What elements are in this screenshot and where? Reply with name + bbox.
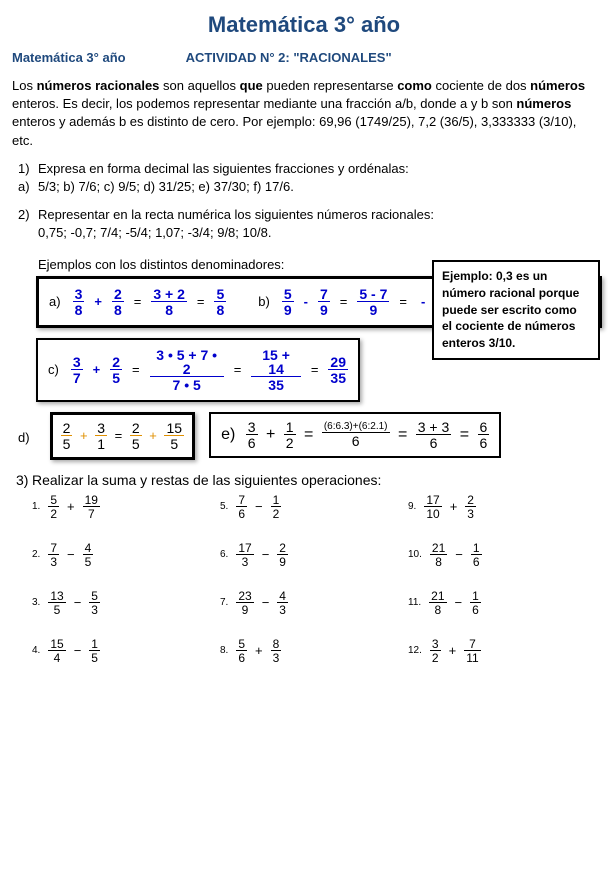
q2-number: 2) [18, 206, 38, 224]
label-c: c) [48, 362, 59, 377]
exercise-item: 9.1710+23 [408, 494, 596, 520]
label-b: b) [258, 294, 270, 309]
label-d: d) [18, 430, 30, 445]
equation-e: e) 36 + 12 = (6:6.3)+(6:2.1)6 = 3 + 36 =… [209, 412, 501, 458]
intro-paragraph: Los números racionales son aquellos que … [12, 77, 596, 150]
exercise-item: 11.218−16 [408, 590, 596, 616]
exercise-item: 3.135−53 [32, 590, 220, 616]
exercise-item: 5.76−12 [220, 494, 408, 520]
exercise-item: 6.173−29 [220, 542, 408, 568]
q1-number: 1) [18, 160, 38, 178]
question-2: 2)Representar en la recta numérica los s… [38, 206, 596, 242]
q1-text: Expresa en forma decimal las siguientes … [38, 161, 409, 176]
exercise-item: 1.52+197 [32, 494, 220, 520]
exercise-item: 2.73−45 [32, 542, 220, 568]
equation-d: 25 + 31 = 25 + 155 [50, 412, 196, 460]
page-title: Matemática 3° año [12, 12, 596, 38]
label-a: a) [49, 294, 61, 309]
subtitle-row: Matemática 3° año ACTIVIDAD N° 2: "RACIO… [12, 50, 596, 65]
q2-text: Representar en la recta numérica los sig… [38, 207, 434, 222]
q3-text: Realizar la suma y restas de las siguien… [32, 472, 381, 488]
q1a-text: 5/3; b) 7/6; c) 9/5; d) 31/25; e) 37/30;… [38, 179, 294, 194]
exercise-grid: 1.52+1975.76−129.1710+232.73−456.173−291… [32, 494, 596, 664]
question-3: 3)Realizar la suma y restas de las sigui… [32, 472, 596, 488]
question-1: 1)Expresa en forma decimal las siguiente… [38, 160, 596, 196]
exercise-item: 7.239−43 [220, 590, 408, 616]
subtitle-right: ACTIVIDAD N° 2: "RACIONALES" [186, 50, 392, 65]
exercise-item: 4.154−15 [32, 638, 220, 664]
exercise-item: 10.218−16 [408, 542, 596, 568]
label-e: e) [221, 426, 235, 443]
equation-c: c) 37 + 25 = 3 • 5 + 7 • 27 • 5 = 15 + 1… [36, 338, 360, 402]
exercise-item: 8.56+83 [220, 638, 408, 664]
q2a-text: 0,75; -0,7; 7/4; -5/4; 1,07; -3/4; 9/8; … [38, 225, 271, 240]
subtitle-left: Matemática 3° año [12, 50, 126, 65]
q1a-letter: a) [18, 178, 38, 196]
example-note: Ejemplo: 0,3 es un número racional porqu… [432, 260, 600, 360]
equation-de-row: d) 25 + 31 = 25 + 155 e) 36 + 12 = (6:6.… [18, 412, 596, 460]
exercise-item: 12.32+711 [408, 638, 596, 664]
